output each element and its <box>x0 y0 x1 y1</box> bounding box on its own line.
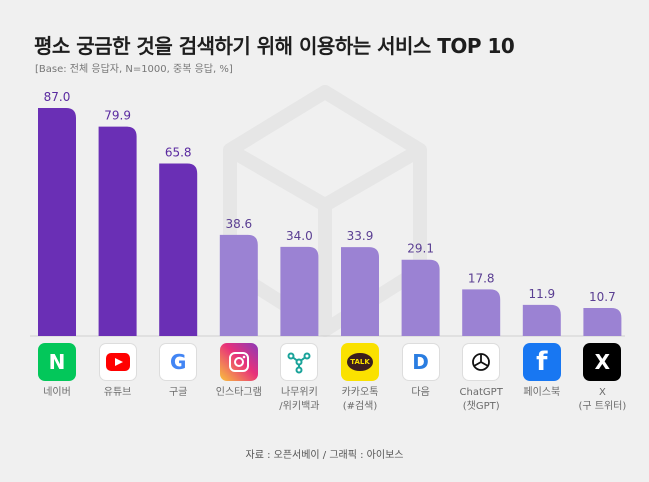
naver-icon: N <box>38 343 76 381</box>
bar-2 <box>159 163 198 336</box>
bar-9 <box>583 307 622 336</box>
namuwiki-icon <box>280 343 319 381</box>
chart-subtitle: [Base: 전체 응답자, N=1000, 중복 응답, %] <box>35 64 233 75</box>
source-note: 자료 : 오픈서베이 / 그래픽 : 아이보스 <box>245 450 404 461</box>
google-icon: G <box>159 343 198 381</box>
category-label-9: X (구 트위터) <box>578 387 627 412</box>
value-label-8: 11.9 <box>528 287 555 301</box>
bar-7 <box>462 289 501 336</box>
facebook-icon: f <box>522 343 561 381</box>
value-label-0: 87.0 <box>44 90 71 104</box>
value-label-7: 17.8 <box>468 271 495 285</box>
category-label-1: 유튜브 <box>103 387 132 398</box>
value-label-2: 65.8 <box>165 146 192 160</box>
category-label-5: 카카오톡 (#검색) <box>341 387 379 412</box>
kakaotalk-icon: TALK <box>341 343 379 381</box>
chatgpt-icon <box>462 343 501 381</box>
bar-6 <box>401 259 440 336</box>
category-label-0: 네이버 <box>43 387 71 398</box>
daum-icon: D <box>401 343 440 381</box>
category-label-6: 다음 <box>411 387 430 398</box>
bar-1 <box>98 126 137 336</box>
category-label-3: 인스타그램 <box>215 387 262 398</box>
category-label-4: 나무위키 /위키백과 <box>279 387 320 412</box>
instagram-icon <box>219 343 258 381</box>
value-label-3: 38.6 <box>225 217 252 231</box>
value-label-4: 34.0 <box>286 229 313 243</box>
youtube-icon <box>98 343 137 381</box>
bar-8 <box>522 304 561 336</box>
category-label-7: ChatGPT (챗GPT) <box>459 387 503 412</box>
value-label-5: 33.9 <box>347 229 374 243</box>
category-label-2: 구글 <box>168 387 188 398</box>
value-label-9: 10.7 <box>589 290 616 304</box>
value-label-1: 79.9 <box>104 109 131 123</box>
chart-title: 평소 궁금한 것을 검색하기 위해 이용하는 서비스 TOP 10 <box>34 34 515 58</box>
category-label-8: 페이스북 <box>523 387 561 398</box>
bar-0 <box>38 108 76 336</box>
bar-3 <box>219 234 258 336</box>
x-icon: X <box>583 343 622 381</box>
bar-5 <box>341 247 379 336</box>
value-label-6: 29.1 <box>407 242 434 256</box>
bar-4 <box>280 246 319 336</box>
